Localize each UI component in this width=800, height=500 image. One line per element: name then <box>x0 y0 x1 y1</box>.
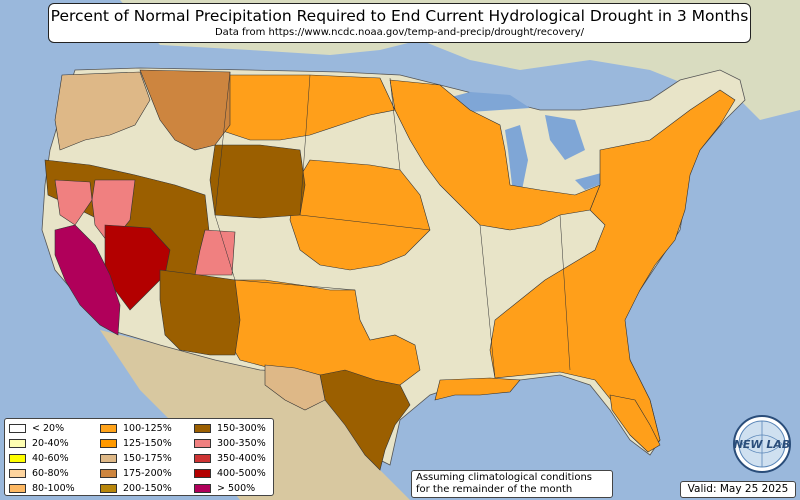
legend-swatch <box>100 438 117 448</box>
legend-label: 200-150% <box>123 482 172 494</box>
region-rockies <box>209 144 306 219</box>
legend-label: 20-40% <box>32 437 69 449</box>
region-west-texas <box>264 364 326 411</box>
legend-swatch <box>9 423 26 433</box>
legend-swatch <box>9 453 26 463</box>
legend-label: < 20% <box>32 422 65 434</box>
legend-swatch <box>194 453 211 463</box>
region-pacific-nw <box>54 71 151 151</box>
legend-swatch <box>9 468 26 478</box>
legend-item: > 500% <box>194 482 255 494</box>
data-source-subtitle: Data from https://www.ncdc.noaa.gov/temp… <box>214 27 585 38</box>
legend-label: 175-200% <box>123 467 172 479</box>
region-southwest <box>159 269 241 356</box>
legend-swatch <box>100 423 117 433</box>
legend-label: 150-175% <box>123 452 172 464</box>
legend-label: 125-150% <box>123 437 172 449</box>
legend-item: 150-300% <box>194 422 266 434</box>
logo-text: NEW LAB <box>734 438 791 451</box>
legend-label: 150-300% <box>217 422 266 434</box>
drought-regions <box>44 69 736 471</box>
legend-item: < 20% <box>9 422 64 434</box>
legend-item: 300-350% <box>194 437 266 449</box>
region-florida <box>609 394 661 453</box>
legend-label: 400-500% <box>217 467 266 479</box>
legend-label: 350-400% <box>217 452 266 464</box>
legend-item: 350-400% <box>194 452 266 464</box>
legend-label: 100-125% <box>123 422 172 434</box>
assumption-note: Assuming climatological conditions for t… <box>411 470 613 498</box>
legend-item: 150-175% <box>100 452 172 464</box>
legend-item: 20-40% <box>9 437 69 449</box>
legend-item: 125-150% <box>100 437 172 449</box>
legend-item: 40-60% <box>9 452 69 464</box>
title-box: Percent of Normal Precipitation Required… <box>48 3 751 43</box>
state-boundaries <box>214 71 571 379</box>
region-montana <box>139 69 231 151</box>
valid-date: Valid: May 25 2025 <box>680 481 796 498</box>
legend-label: 40-60% <box>32 452 69 464</box>
legend-item: 400-500% <box>194 467 266 479</box>
legend-swatch <box>194 438 211 448</box>
region-ne-california <box>54 179 93 226</box>
legend-swatch <box>194 483 211 493</box>
legend-label: > 500% <box>217 482 256 494</box>
region-utah <box>194 229 236 276</box>
legend-item: 100-125% <box>100 422 172 434</box>
legend-label: 300-350% <box>217 437 266 449</box>
legend-label: 60-80% <box>32 467 69 479</box>
region-gulf-coast <box>434 377 521 401</box>
legend-swatch <box>9 483 26 493</box>
lake-michigan <box>505 125 528 190</box>
lake-huron <box>545 115 585 160</box>
region-socal <box>54 224 121 336</box>
legend-swatch <box>194 423 211 433</box>
globe-logo-icon: NEW LAB <box>733 415 791 473</box>
legend-item: 200-150% <box>100 482 172 494</box>
legend-item: 60-80% <box>9 467 69 479</box>
legend-label: 80-100% <box>32 482 75 494</box>
legend: < 20% 20-40% 40-60% 60-80% 80-100% 100-125% 12… <box>4 418 274 496</box>
page-title: Percent of Normal Precipitation Required… <box>50 7 749 25</box>
legend-item: 80-100% <box>9 482 75 494</box>
legend-swatch <box>100 483 117 493</box>
legend-swatch <box>9 438 26 448</box>
legend-swatch <box>194 468 211 478</box>
legend-swatch <box>100 453 117 463</box>
mexico-land <box>100 330 410 500</box>
assumption-note-line1: Assuming climatological conditions <box>416 472 592 483</box>
region-midwest <box>389 79 601 231</box>
region-texas <box>319 369 411 471</box>
assumption-note-line2: for the remainder of the month <box>416 484 573 495</box>
legend-swatch <box>100 468 117 478</box>
legend-item: 175-200% <box>100 467 172 479</box>
